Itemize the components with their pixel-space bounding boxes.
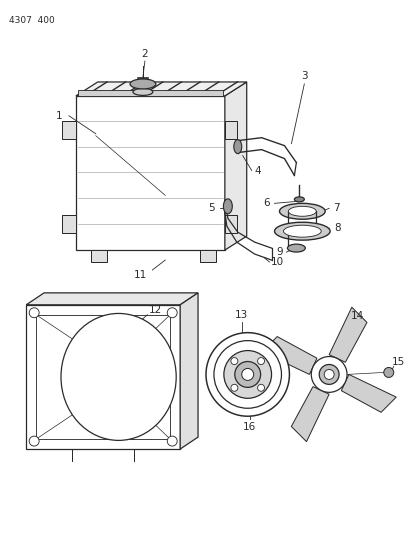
Polygon shape xyxy=(261,336,316,375)
Text: 6: 6 xyxy=(263,198,269,208)
Text: 13: 13 xyxy=(234,310,248,320)
Circle shape xyxy=(167,436,177,446)
Polygon shape xyxy=(76,82,246,96)
Bar xyxy=(224,121,236,139)
Circle shape xyxy=(257,358,264,365)
Ellipse shape xyxy=(61,313,176,440)
Ellipse shape xyxy=(274,222,329,240)
Ellipse shape xyxy=(233,140,241,154)
Circle shape xyxy=(234,361,260,387)
Polygon shape xyxy=(328,307,366,362)
Polygon shape xyxy=(26,293,198,305)
Ellipse shape xyxy=(288,206,315,216)
Text: 2: 2 xyxy=(141,49,148,59)
Circle shape xyxy=(257,384,264,391)
Circle shape xyxy=(29,436,39,446)
Text: 5: 5 xyxy=(208,203,215,213)
Bar xyxy=(224,215,236,233)
Circle shape xyxy=(241,368,253,381)
Ellipse shape xyxy=(283,225,320,237)
Bar xyxy=(62,215,76,233)
Text: 11: 11 xyxy=(133,270,147,280)
Circle shape xyxy=(213,341,281,408)
Polygon shape xyxy=(291,386,328,442)
Text: 3: 3 xyxy=(300,71,307,81)
Ellipse shape xyxy=(287,244,305,252)
Circle shape xyxy=(167,308,177,318)
Bar xyxy=(90,250,106,262)
Text: 16: 16 xyxy=(243,422,256,432)
Circle shape xyxy=(230,358,237,365)
Circle shape xyxy=(29,308,39,318)
Polygon shape xyxy=(180,293,198,449)
Text: 14: 14 xyxy=(349,311,363,321)
Text: 15: 15 xyxy=(391,357,405,367)
Circle shape xyxy=(230,384,237,391)
Text: 7: 7 xyxy=(332,203,339,213)
Ellipse shape xyxy=(223,199,232,214)
Bar xyxy=(78,90,222,96)
Circle shape xyxy=(310,357,346,392)
Circle shape xyxy=(383,367,393,377)
Text: 10: 10 xyxy=(270,257,283,267)
Polygon shape xyxy=(341,374,395,413)
Polygon shape xyxy=(224,82,246,250)
Ellipse shape xyxy=(279,203,324,219)
Circle shape xyxy=(205,333,289,416)
Circle shape xyxy=(319,365,338,384)
Circle shape xyxy=(223,351,271,398)
Bar xyxy=(62,121,76,139)
Bar xyxy=(200,250,216,262)
Text: 1: 1 xyxy=(56,111,62,121)
Text: 4: 4 xyxy=(254,166,260,175)
Ellipse shape xyxy=(133,88,153,95)
Text: 4307  400: 4307 400 xyxy=(9,17,55,25)
Circle shape xyxy=(324,369,333,379)
Text: 8: 8 xyxy=(333,223,339,233)
Text: 12: 12 xyxy=(148,305,162,315)
Ellipse shape xyxy=(130,79,155,89)
Ellipse shape xyxy=(294,197,303,202)
Text: 9: 9 xyxy=(276,247,282,257)
